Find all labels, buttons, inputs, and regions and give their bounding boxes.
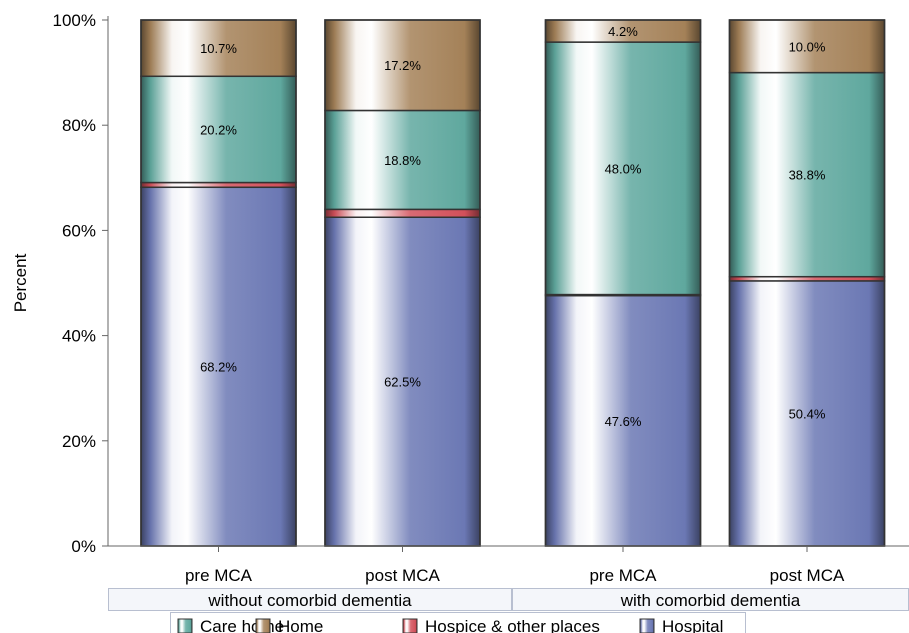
data-label: 47.6%: [605, 414, 642, 429]
data-label: 18.8%: [384, 153, 421, 168]
legend-item-home: Home: [255, 617, 323, 633]
data-label: 4.2%: [608, 24, 638, 39]
x-tick-label: pre MCA: [185, 566, 253, 585]
bar-segment-hospice-other-places: [324, 208, 481, 219]
legend-label: Care home: [200, 617, 284, 633]
legend-box: [170, 612, 746, 633]
legend-swatch: [177, 618, 193, 633]
bar-stack: 62.5% 18.8% 17.2%: [324, 19, 481, 547]
legend-swatch: [402, 618, 418, 633]
legend-label: Home: [278, 617, 323, 633]
y-axis-title: Percent: [11, 253, 30, 312]
bar-segment-home: [728, 19, 886, 74]
x-tick-label: post MCA: [365, 566, 440, 585]
bar-segment-care-home: [728, 71, 886, 278]
group-label: with comorbid dementia: [620, 591, 801, 610]
y-tick-label: 60%: [62, 221, 96, 240]
legend-item-hospital: Hospital: [639, 617, 723, 633]
x-axis: pre MCA post MCA pre MCA post MCA without co…: [108, 545, 909, 611]
bar-segment-hospital: [728, 280, 886, 547]
y-tick-label: 20%: [62, 432, 96, 451]
x-tick-label: post MCA: [770, 566, 845, 585]
legend-swatch: [255, 618, 271, 633]
data-label: 62.5%: [384, 375, 421, 390]
y-tick-label: 0%: [71, 537, 96, 556]
x-tick-label: pre MCA: [589, 566, 657, 585]
bar-segment-hospital: [324, 216, 481, 547]
group-header-cell: [108, 588, 512, 611]
group-label: without comorbid dementia: [207, 591, 412, 610]
y-tick-label: 80%: [62, 116, 96, 135]
data-label: 48.0%: [605, 161, 642, 176]
bars: 68.2% 20.2% 10.7% 62.5% 18.8% 17.2% 47.6% 48.0%…: [140, 19, 886, 547]
data-label: 68.2%: [200, 360, 237, 375]
data-label: 20.2%: [200, 122, 237, 137]
bar-segment-home: [140, 19, 297, 78]
bar-segment-hospital: [544, 294, 702, 547]
legend-label: Hospice & other places: [425, 617, 600, 633]
legend-item-hospice-other-places: Hospice & other places: [402, 617, 600, 633]
y-tick-label: 100%: [53, 11, 96, 30]
data-label: 10.7%: [200, 41, 237, 56]
legend-label: Hospital: [662, 617, 723, 633]
bar-segment-home: [324, 19, 481, 112]
data-label: 17.2%: [384, 58, 421, 73]
data-label: 38.8%: [789, 168, 826, 183]
y-axis: 0% 20% 40% 60% 80% 100% Percent: [11, 11, 109, 556]
y-tick-label: 40%: [62, 327, 96, 346]
legend-swatch: [639, 618, 655, 633]
data-label: 50.4%: [789, 406, 826, 421]
bar-stack: 47.6% 48.0% 4.2%: [544, 19, 702, 547]
data-label: 10.0%: [789, 39, 826, 54]
bar-stack: 68.2% 20.2% 10.7%: [140, 19, 297, 547]
bar-segment-care-home: [140, 75, 297, 184]
bar-stack: 50.4% 38.8% 10.0%: [728, 19, 886, 547]
